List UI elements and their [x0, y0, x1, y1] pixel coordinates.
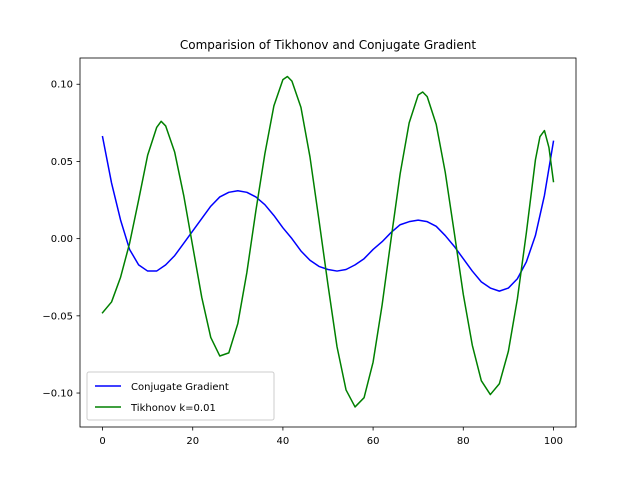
- series-line-conjugate-gradient: [101, 135, 555, 292]
- x-tick-label: 80: [457, 436, 470, 447]
- legend-box: [86, 371, 275, 421]
- y-tick-label: 0.05: [51, 157, 73, 168]
- legend-label: Conjugate Gradient: [131, 382, 229, 393]
- y-tick-label: 0.10: [51, 80, 73, 91]
- legend: Conjugate Gradient Tikhonov k=0.01: [86, 371, 275, 421]
- x-tick-label: 100: [544, 436, 563, 447]
- x-tick-label: 40: [277, 436, 290, 447]
- y-tick-label: 0.00: [51, 234, 73, 245]
- plot-area: [101, 75, 555, 408]
- y-tick-label: −0.10: [42, 389, 73, 400]
- axes-frame: [79, 57, 577, 428]
- axes: 0 20 40 60 80 100 −0.10 −0.05 0.00 0.05 0.10: [42, 57, 577, 447]
- y-tick-label: −0.05: [42, 311, 73, 322]
- chart-title: Comparision of Tikhonov and Conjugate Gr…: [180, 38, 476, 52]
- x-tick-label: 60: [367, 436, 380, 447]
- series-line-tikhonov: [101, 75, 555, 408]
- x-tick-label: 20: [186, 436, 199, 447]
- legend-label: Tikhonov k=0.01: [130, 403, 216, 414]
- x-tick-label: 0: [99, 436, 105, 447]
